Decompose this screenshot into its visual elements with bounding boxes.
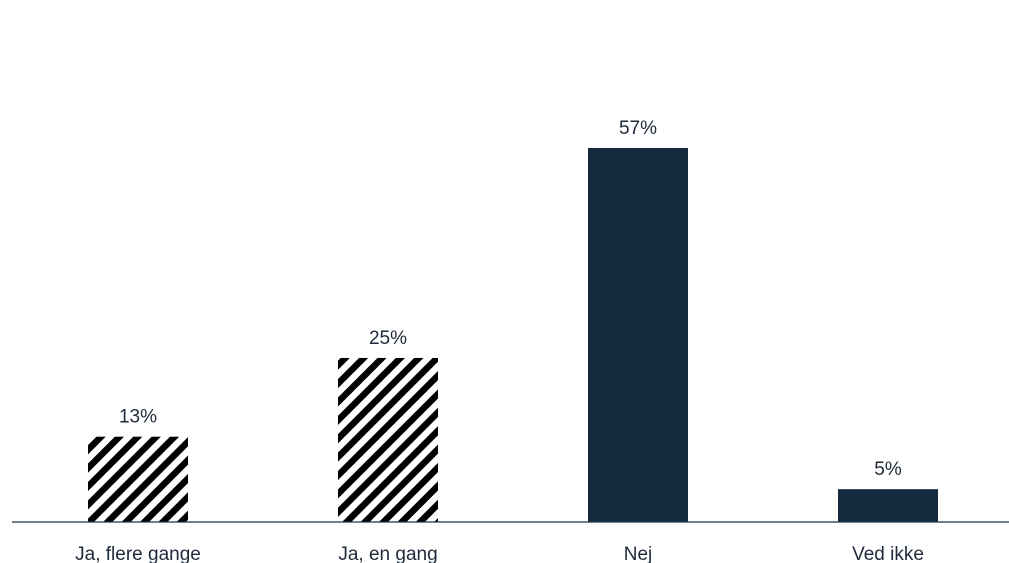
category-label-0: Ja, flere gange [75, 544, 201, 563]
bar-3 [838, 489, 938, 522]
bar-0 [88, 436, 188, 522]
category-label-3: Ved ikke [852, 544, 924, 563]
value-label-3: 5% [874, 459, 902, 480]
category-labels-group: Ja, flere gange Ja, en gang Nej Ved ikke [75, 544, 924, 563]
category-label-2: Nej [624, 544, 653, 563]
category-label-1: Ja, en gang [338, 544, 437, 563]
value-label-1: 25% [369, 328, 407, 349]
bar-1 [338, 357, 438, 522]
value-label-2: 57% [619, 118, 657, 139]
value-labels-group: 13% 25% 57% 5% [119, 118, 902, 480]
value-label-0: 13% [119, 407, 157, 428]
bar-2 [588, 148, 688, 522]
bars-group [88, 148, 938, 522]
